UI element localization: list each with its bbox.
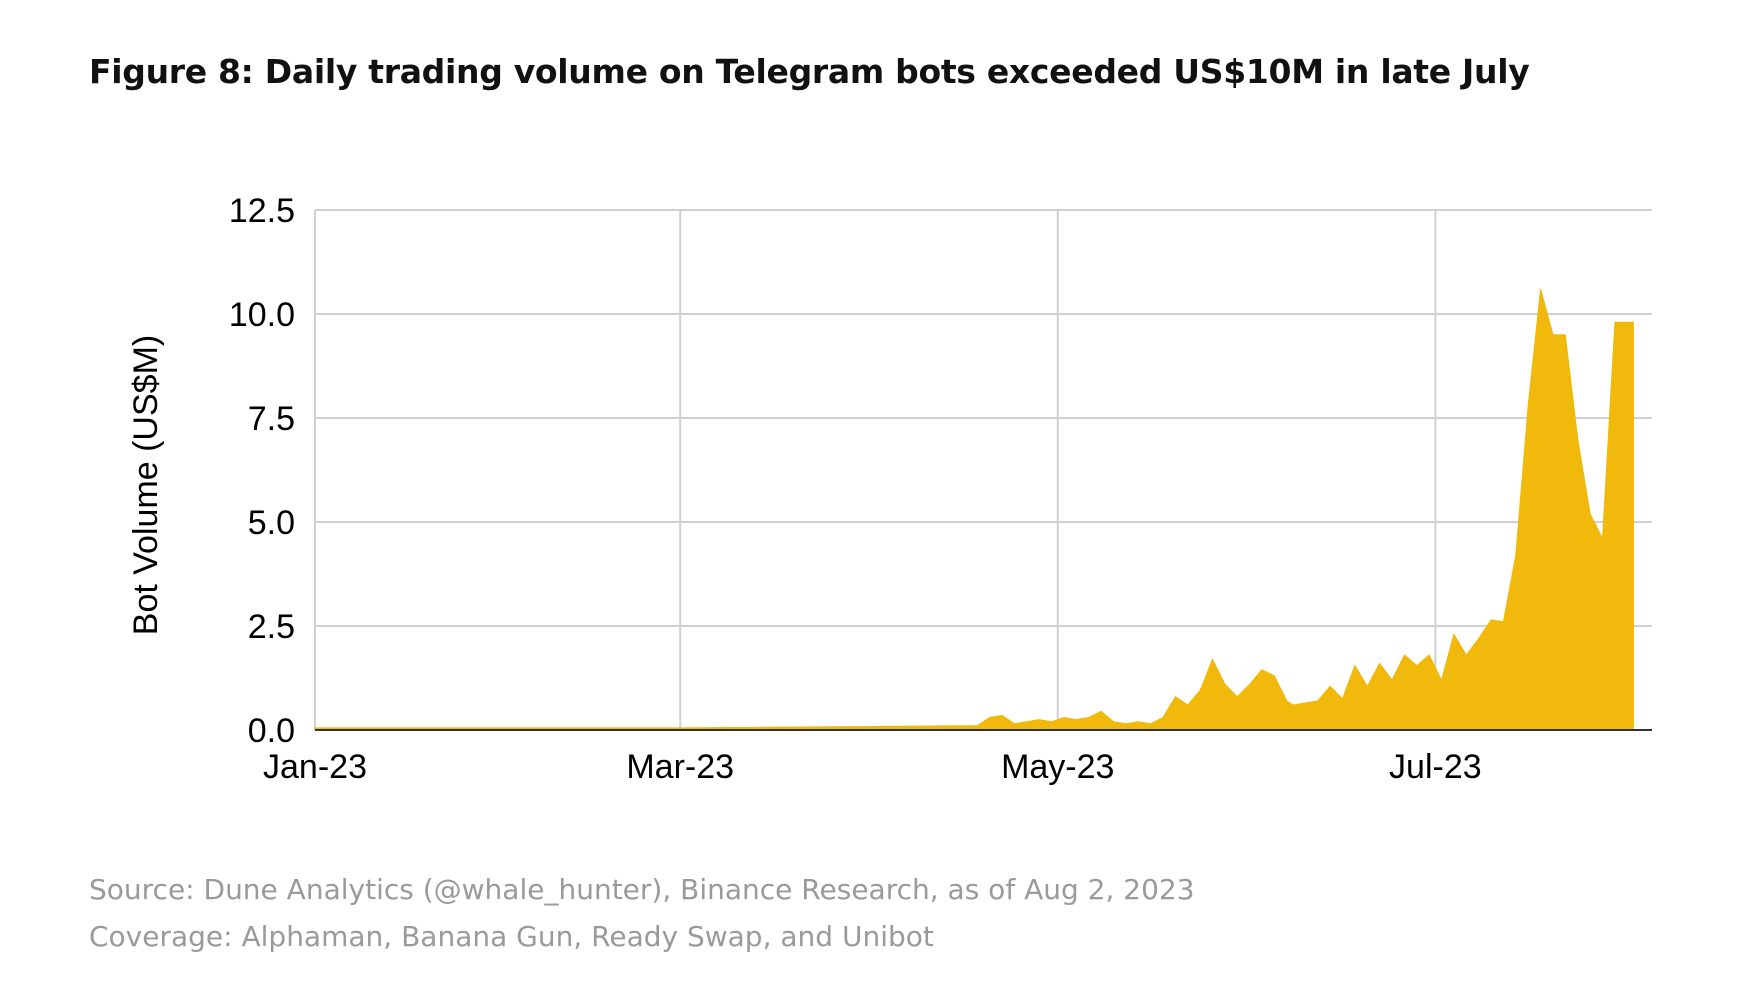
x-tick-label: May-23 [1001, 748, 1114, 786]
y-tick-labels: 0.0 2.5 5.0 7.5 10.0 12.5 [229, 192, 295, 750]
y-tick-label: 12.5 [229, 192, 295, 230]
y-tick-label: 2.5 [248, 608, 295, 646]
y-tick-label: 5.0 [248, 504, 295, 542]
volume-area [314, 288, 1634, 731]
x-tick-labels: Jan-23 Mar-23 May-23 Jul-23 [263, 748, 1482, 786]
area-layer [314, 288, 1634, 731]
figure-title: Figure 8: Daily trading volume on Telegr… [89, 52, 1530, 91]
x-tick-label: Jan-23 [263, 748, 367, 786]
y-tick-label: 10.0 [229, 296, 295, 334]
grid [314, 209, 1652, 730]
y-tick-label: 7.5 [248, 400, 295, 438]
coverage-note: Coverage: Alphaman, Banana Gun, Ready Sw… [89, 920, 934, 953]
y-tick-label: 0.0 [248, 712, 295, 750]
source-note: Source: Dune Analytics (@whale_hunter), … [89, 873, 1195, 906]
x-tick-label: Jul-23 [1389, 748, 1482, 786]
y-axis-label: Bot Volume (US$M) [127, 335, 165, 635]
x-tick-label: Mar-23 [626, 748, 734, 786]
